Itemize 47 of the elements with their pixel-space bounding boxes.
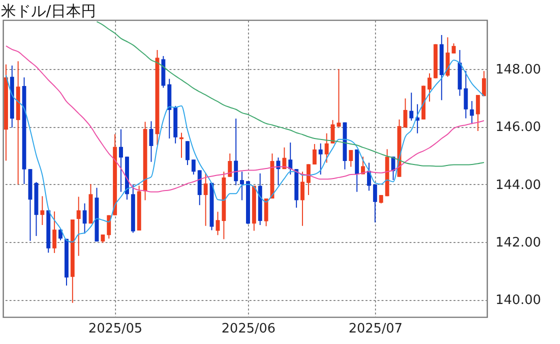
candlestick — [476, 94, 480, 132]
candlestick — [82, 202, 87, 234]
candlestick — [40, 196, 44, 226]
candlestick — [482, 70, 486, 97]
line-series — [6, 45, 484, 192]
candlestick — [446, 36, 450, 78]
candlestick — [373, 184, 378, 223]
candlestick — [288, 142, 292, 176]
candlestick — [470, 100, 474, 125]
candlestick — [336, 68, 341, 128]
candlestick — [428, 72, 432, 102]
candlestick — [186, 140, 190, 166]
y-tick-label: 146.00 — [496, 120, 541, 136]
candlestick — [240, 171, 244, 201]
candlestick — [149, 120, 154, 162]
candlestick — [58, 228, 62, 241]
candlestick — [452, 42, 456, 54]
candlestick — [464, 70, 468, 119]
candlestick — [348, 150, 353, 168]
candlestick — [216, 211, 220, 236]
candlestick — [204, 172, 208, 226]
candlestick — [264, 198, 268, 227]
y-tick-label: 140.00 — [496, 293, 541, 308]
candlestick — [300, 171, 304, 226]
y-tick-label: 142.00 — [496, 236, 541, 251]
candlestick — [118, 128, 123, 192]
y-tick-label: 148.00 — [496, 62, 541, 78]
x-tick-label: 2025/05 — [88, 322, 142, 336]
chart-title: 米ドル/日本円 — [1, 2, 96, 20]
candlestick — [330, 120, 335, 144]
candlestick — [276, 157, 280, 186]
candlestick — [360, 156, 365, 175]
y-tick-label: 144.00 — [496, 178, 541, 193]
candlestick — [106, 214, 111, 240]
candlestick — [318, 142, 323, 176]
candlestick — [192, 159, 196, 176]
candlestick — [306, 164, 311, 196]
x-tick-label: 2025/06 — [222, 322, 276, 336]
candlestick — [312, 143, 317, 165]
candlestick — [76, 196, 81, 256]
candlestick — [324, 132, 329, 164]
candlestick — [409, 92, 414, 122]
candlestick — [228, 153, 232, 178]
candlestick — [52, 210, 56, 254]
candlestick — [234, 118, 238, 186]
x-tick-label: 2025/07 — [348, 322, 403, 336]
candlestick — [403, 98, 408, 128]
